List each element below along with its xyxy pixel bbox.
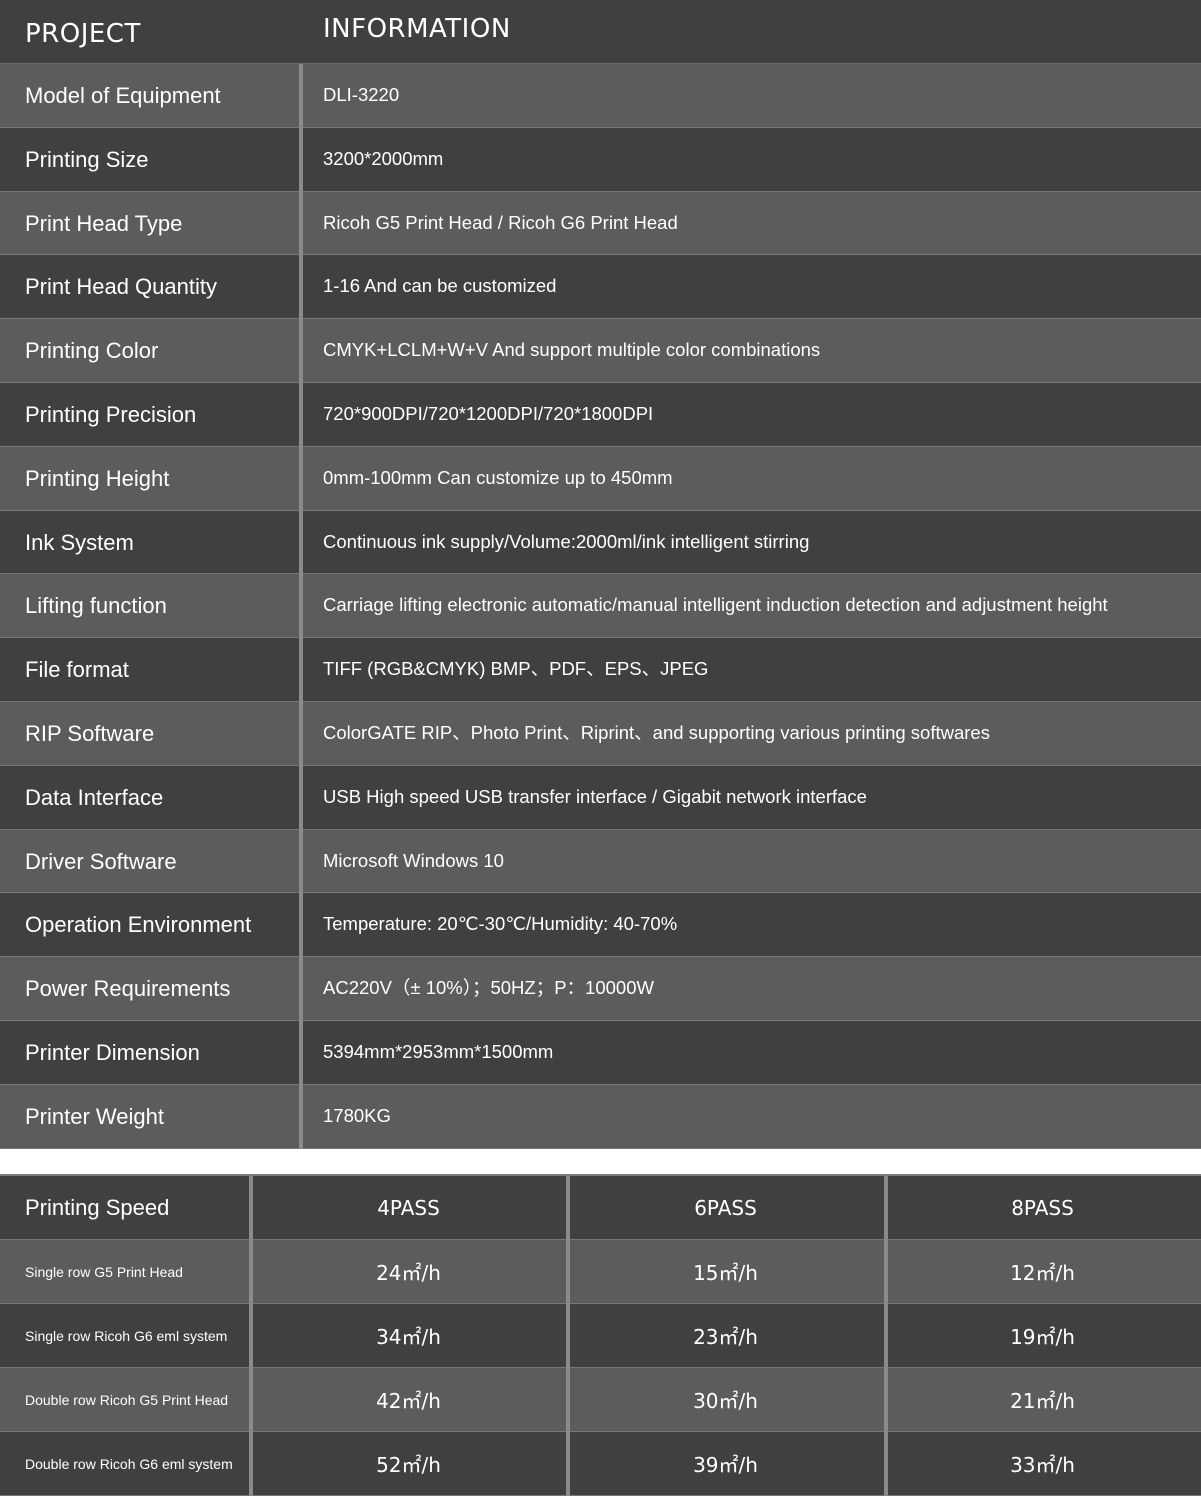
- spec-value: Carriage lifting electronic automatic/ma…: [323, 594, 1108, 616]
- spec-row: Printing Height 0mm-100mm Can customize u…: [0, 446, 1201, 511]
- speed-row-label: Double row Ricoh G6 eml system: [25, 1455, 233, 1472]
- speed-row: Double row Ricoh G6 eml system 52㎡/h 39㎡/h…: [0, 1432, 1201, 1496]
- spec-row: Driver Software Microsoft Windows 10: [0, 829, 1201, 894]
- spec-label: Print Head Quantity: [25, 274, 217, 300]
- spec-label: Printing Precision: [25, 401, 197, 427]
- spec-value: 720*900DPI/720*1200DPI/720*1800DPI: [323, 402, 654, 424]
- spec-row: Power Requirements AC220V（± 10%）；50HZ；P：1…: [0, 957, 1201, 1021]
- speed-value: 30㎡/h: [693, 1389, 758, 1413]
- spec-label: Power Requirements: [25, 976, 231, 1002]
- spec-value: AC220V（± 10%）；50HZ；P：10000W: [323, 977, 654, 999]
- speed-table: Printing Speed 4PASS 6PASS 8PASS Single …: [0, 1174, 1201, 1496]
- spec-label: Data Interface: [25, 784, 164, 810]
- spec-value: Ricoh G5 Print Head / Ricoh G6 Print Hea…: [323, 211, 678, 233]
- speed-row: Single row G5 Print Head 24㎡/h 15㎡/h 12㎡/h: [0, 1240, 1201, 1304]
- spec-row: Printing Precision 720*900DPI/720*1200DPI…: [0, 382, 1201, 447]
- speed-value: 12㎡/h: [1010, 1261, 1075, 1285]
- speed-value: 21㎡/h: [1010, 1389, 1075, 1413]
- spec-value: USB High speed USB transfer interface / …: [323, 785, 867, 807]
- column-divider: [566, 1176, 570, 1496]
- header-project: PROJECT: [25, 19, 141, 49]
- spec-value: TIFF (RGB&CMYK) BMP、PDF、EPS、JPEG: [323, 658, 709, 680]
- speed-row-label: Single row Ricoh G6 eml system: [25, 1327, 228, 1344]
- spec-row: Print Head Quantity 1-16 And can be custo…: [0, 255, 1201, 320]
- column-divider: [299, 64, 303, 1149]
- spec-table-header: PROJECT INFORMATION: [0, 0, 1201, 64]
- speed-value: 19㎡/h: [1010, 1325, 1075, 1349]
- spec-value: DLI-3220: [323, 84, 400, 105]
- spec-label: Printer Weight: [25, 1103, 164, 1129]
- spec-value: CMYK+LCLM+W+V And support multiple color…: [323, 339, 821, 361]
- spec-row: File format TIFF (RGB&CMYK) BMP、PDF、EPS、J…: [0, 638, 1201, 702]
- spec-value: ColorGATE RIP、Photo Print、Riprint、and su…: [323, 721, 990, 743]
- column-divider: [249, 1176, 253, 1496]
- spec-row: RIP Software ColorGATE RIP、Photo Print、Ri…: [0, 701, 1201, 766]
- speed-row: Single row Ricoh G6 eml system 34㎡/h 23㎡/h…: [0, 1304, 1201, 1368]
- speed-table-header: Printing Speed 4PASS 6PASS 8PASS: [0, 1176, 1201, 1240]
- column-divider: [884, 1176, 888, 1496]
- spec-label: Printer Dimension: [25, 1039, 200, 1065]
- spec-value: 0mm-100mm Can customize up to 450mm: [323, 466, 673, 488]
- speed-value: 24㎡/h: [376, 1261, 441, 1285]
- spec-label: Ink System: [25, 529, 134, 555]
- spec-value: Microsoft Windows 10: [323, 849, 504, 871]
- speed-header-4pass: 4PASS: [377, 1195, 440, 1220]
- speed-row: Double row Ricoh G5 Print Head 42㎡/h 30㎡/h…: [0, 1368, 1201, 1432]
- spec-row: Printing Color CMYK+LCLM+W+V And support …: [0, 319, 1201, 383]
- spec-label: Model of Equipment: [25, 83, 221, 108]
- spec-row: Printer Weight 1780KG: [0, 1084, 1201, 1149]
- spec-value: Temperature: 20℃-30℃/Humidity: 40-70%: [323, 913, 678, 935]
- speed-value: 39㎡/h: [693, 1453, 758, 1477]
- speed-value: 33㎡/h: [1010, 1453, 1075, 1477]
- speed-value: 42㎡/h: [376, 1389, 441, 1413]
- spec-label: Printing Size: [25, 146, 149, 172]
- spec-value: 1-16 And can be customized: [323, 275, 557, 297]
- spec-row: Ink System Continuous ink supply/Volume:2…: [0, 510, 1201, 575]
- spec-value: 3200*2000mm: [323, 147, 444, 169]
- spec-row: Printing Size 3200*2000mm: [0, 127, 1201, 192]
- spec-label: Lifting function: [25, 593, 167, 619]
- spec-label: Printing Color: [25, 338, 159, 364]
- spec-label: Print Head Type: [25, 210, 183, 236]
- spec-row: Lifting function Carriage lifting electro…: [0, 574, 1201, 639]
- speed-value: 34㎡/h: [376, 1325, 441, 1349]
- spec-row: Data Interface USB High speed USB transfe…: [0, 765, 1201, 830]
- speed-value: 23㎡/h: [693, 1325, 758, 1349]
- speed-header-label: Printing Speed: [25, 1194, 170, 1220]
- spec-row: Model of Equipment DLI-3220: [0, 64, 1201, 128]
- spec-row: Printer Dimension 5394mm*2953mm*1500mm: [0, 1020, 1201, 1085]
- speed-header-8pass: 8PASS: [1011, 1195, 1074, 1220]
- spec-label: Printing Height: [25, 465, 170, 491]
- spec-label: RIP Software: [25, 720, 155, 746]
- header-information: INFORMATION: [323, 14, 511, 44]
- spec-row: Operation Environment Temperature: 20℃-30…: [0, 893, 1201, 958]
- spec-value: Continuous ink supply/Volume:2000ml/ink …: [323, 530, 810, 552]
- speed-row-label: Double row Ricoh G5 Print Head: [25, 1391, 229, 1408]
- spec-label: File format: [25, 657, 129, 683]
- speed-header-6pass: 6PASS: [694, 1195, 757, 1220]
- spec-row: Print Head Type Ricoh G5 Print Head / Ric…: [0, 191, 1201, 256]
- speed-value: 52㎡/h: [376, 1453, 441, 1477]
- speed-row-label: Single row G5 Print Head: [25, 1263, 183, 1280]
- speed-value: 15㎡/h: [693, 1261, 758, 1285]
- spec-label: Driver Software: [25, 848, 177, 874]
- spec-label: Operation Environment: [25, 912, 252, 938]
- spec-table: PROJECT INFORMATION Model of Equipment DL…: [0, 0, 1201, 1149]
- spec-value: 5394mm*2953mm*1500mm: [323, 1040, 554, 1062]
- spec-value: 1780KG: [323, 1104, 391, 1126]
